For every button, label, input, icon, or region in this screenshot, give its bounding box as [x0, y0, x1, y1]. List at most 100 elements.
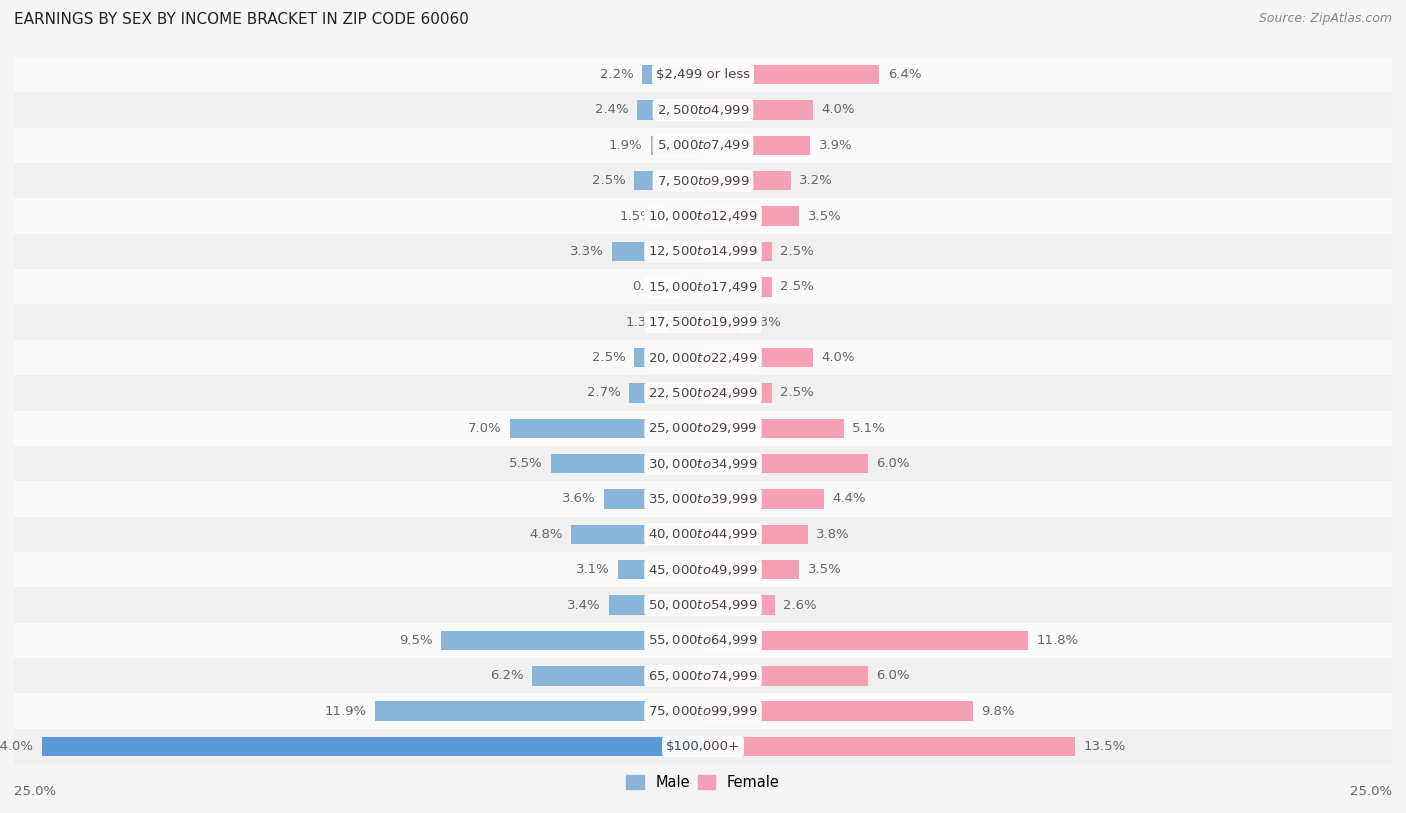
Text: 2.7%: 2.7% [586, 386, 620, 399]
Bar [531, 666, 703, 685]
Text: 2.5%: 2.5% [592, 351, 626, 364]
Bar [703, 348, 813, 367]
Text: 6.4%: 6.4% [887, 68, 921, 81]
Bar [634, 171, 703, 190]
Text: $22,500 to $24,999: $22,500 to $24,999 [648, 386, 758, 400]
Text: 1.3%: 1.3% [626, 315, 659, 328]
Bar [703, 277, 772, 297]
Text: EARNINGS BY SEX BY INCOME BRACKET IN ZIP CODE 60060: EARNINGS BY SEX BY INCOME BRACKET IN ZIP… [14, 12, 470, 27]
Text: 4.0%: 4.0% [821, 351, 855, 364]
Bar [14, 517, 1392, 552]
Text: 3.1%: 3.1% [575, 563, 609, 576]
Text: $25,000 to $29,999: $25,000 to $29,999 [648, 421, 758, 435]
Bar [703, 737, 1076, 756]
Text: 11.9%: 11.9% [325, 705, 367, 718]
Bar [703, 595, 775, 615]
Bar [603, 489, 703, 509]
Text: $35,000 to $39,999: $35,000 to $39,999 [648, 492, 758, 506]
Bar [510, 419, 703, 438]
Text: $45,000 to $49,999: $45,000 to $49,999 [648, 563, 758, 576]
Text: $10,000 to $12,499: $10,000 to $12,499 [648, 209, 758, 223]
Bar [14, 729, 1392, 764]
Bar [375, 702, 703, 721]
Bar [662, 207, 703, 226]
Text: $17,500 to $19,999: $17,500 to $19,999 [648, 315, 758, 329]
Text: 3.5%: 3.5% [807, 210, 841, 223]
Text: 24.0%: 24.0% [0, 740, 34, 753]
Bar [14, 163, 1392, 198]
Text: 7.0%: 7.0% [468, 422, 502, 435]
Bar [634, 348, 703, 367]
Text: 3.4%: 3.4% [568, 598, 600, 611]
Text: 1.5%: 1.5% [620, 210, 654, 223]
Bar [14, 340, 1392, 375]
Bar [703, 65, 879, 85]
Text: 4.8%: 4.8% [529, 528, 562, 541]
Bar [14, 623, 1392, 658]
Bar [703, 171, 792, 190]
Text: 2.6%: 2.6% [783, 598, 817, 611]
Text: 2.5%: 2.5% [780, 386, 814, 399]
Bar [643, 65, 703, 85]
Bar [14, 587, 1392, 623]
Bar [703, 631, 1028, 650]
Bar [703, 419, 844, 438]
Bar [551, 454, 703, 473]
Text: 3.2%: 3.2% [800, 174, 834, 187]
Text: $5,000 to $7,499: $5,000 to $7,499 [657, 138, 749, 152]
Text: 3.9%: 3.9% [818, 139, 852, 152]
Bar [42, 737, 703, 756]
Bar [703, 383, 772, 402]
Text: 6.0%: 6.0% [876, 457, 910, 470]
Bar [14, 693, 1392, 729]
Text: 9.8%: 9.8% [981, 705, 1015, 718]
Text: $12,500 to $14,999: $12,500 to $14,999 [648, 245, 758, 259]
Text: 2.2%: 2.2% [600, 68, 634, 81]
Text: 6.0%: 6.0% [876, 669, 910, 682]
Text: $20,000 to $22,499: $20,000 to $22,499 [648, 350, 758, 364]
Text: 5.5%: 5.5% [509, 457, 543, 470]
Text: $75,000 to $99,999: $75,000 to $99,999 [648, 704, 758, 718]
Text: 4.4%: 4.4% [832, 493, 866, 506]
Bar [703, 100, 813, 120]
Text: 5.1%: 5.1% [852, 422, 886, 435]
Text: Source: ZipAtlas.com: Source: ZipAtlas.com [1258, 12, 1392, 25]
Bar [703, 207, 800, 226]
Text: $40,000 to $44,999: $40,000 to $44,999 [648, 528, 758, 541]
Bar [703, 136, 810, 155]
Bar [14, 446, 1392, 481]
Text: 2.4%: 2.4% [595, 103, 628, 116]
Text: 2.5%: 2.5% [592, 174, 626, 187]
Text: 25.0%: 25.0% [14, 785, 56, 798]
Text: $100,000+: $100,000+ [666, 740, 740, 753]
Bar [14, 552, 1392, 587]
Bar [14, 198, 1392, 233]
Text: $2,500 to $4,999: $2,500 to $4,999 [657, 103, 749, 117]
Text: $15,000 to $17,499: $15,000 to $17,499 [648, 280, 758, 293]
Text: $55,000 to $64,999: $55,000 to $64,999 [648, 633, 758, 647]
Text: 25.0%: 25.0% [1350, 785, 1392, 798]
Text: 1.3%: 1.3% [747, 315, 780, 328]
Bar [609, 595, 703, 615]
Legend: Male, Female: Male, Female [620, 769, 786, 796]
Bar [612, 241, 703, 261]
Bar [14, 57, 1392, 92]
Text: 6.2%: 6.2% [491, 669, 524, 682]
Bar [617, 560, 703, 580]
Bar [682, 277, 703, 297]
Bar [651, 136, 703, 155]
Bar [703, 241, 772, 261]
Bar [703, 702, 973, 721]
Bar [14, 659, 1392, 693]
Bar [571, 524, 703, 544]
Text: 0.76%: 0.76% [631, 280, 673, 293]
Bar [668, 312, 703, 332]
Text: $50,000 to $54,999: $50,000 to $54,999 [648, 598, 758, 612]
Bar [703, 312, 738, 332]
Bar [637, 100, 703, 120]
Text: 3.6%: 3.6% [562, 493, 596, 506]
Bar [14, 269, 1392, 304]
Text: 3.5%: 3.5% [807, 563, 841, 576]
Bar [14, 411, 1392, 446]
Bar [441, 631, 703, 650]
